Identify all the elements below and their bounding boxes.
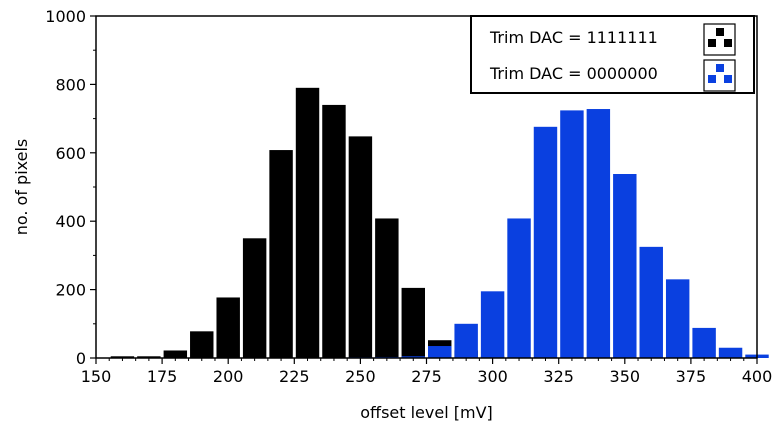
bar (480, 291, 505, 358)
bar (586, 109, 611, 358)
legend-entry-label: Trim DAC = 0000000 (489, 64, 658, 83)
bar (348, 136, 373, 358)
x-tick-label: 400 (742, 367, 773, 386)
legend: Trim DAC = 1111111 Trim DAC = 0000000 (470, 15, 755, 94)
y-tick-label: 200 (55, 281, 86, 300)
series-0-bars (110, 87, 558, 358)
x-axis-label: offset level [mV] (360, 403, 493, 422)
y-axis-ticks: 0 200 400 600 800 1000 (45, 7, 96, 368)
x-tick-label: 275 (411, 367, 442, 386)
bar (137, 356, 161, 358)
y-tick-label: 0 (76, 349, 86, 368)
bar (163, 350, 188, 358)
legend-swatch-icon (703, 23, 736, 56)
x-tick-label: 150 (81, 367, 112, 386)
bar (190, 331, 214, 358)
bar (692, 327, 716, 358)
x-tick-label: 200 (213, 367, 244, 386)
bar (216, 297, 240, 358)
x-tick-label: 250 (345, 367, 376, 386)
bar (613, 174, 637, 358)
x-tick-label: 325 (543, 367, 574, 386)
y-tick-label: 600 (55, 144, 86, 163)
x-tick-label: 175 (147, 367, 178, 386)
x-tick-label: 300 (477, 367, 508, 386)
bar (560, 110, 584, 358)
legend-entry-label: Trim DAC = 1111111 (489, 28, 658, 47)
bar (454, 323, 478, 358)
y-axis-label: no. of pixels (12, 139, 31, 236)
x-axis-ticks: 150 175 200 225 250 275 300 325 350 375 400 (81, 358, 773, 386)
bar (322, 104, 346, 358)
bar (401, 287, 425, 358)
bar (269, 150, 293, 358)
x-tick-label: 375 (676, 367, 707, 386)
x-tick-label: 225 (279, 367, 310, 386)
bar (375, 218, 399, 358)
y-tick-label: 1000 (45, 7, 86, 26)
bar (428, 346, 452, 358)
bar (110, 356, 135, 358)
bar (295, 87, 320, 358)
bar (242, 238, 267, 358)
legend-swatch-icon (703, 59, 736, 92)
histogram-bars (110, 87, 769, 358)
bar (533, 126, 558, 358)
bar (401, 356, 425, 358)
x-tick-label: 350 (610, 367, 641, 386)
bar (718, 347, 743, 358)
y-tick-label: 400 (55, 212, 86, 231)
series-1-bars (348, 109, 769, 358)
bar (665, 279, 690, 358)
bar (639, 246, 663, 358)
bar (507, 218, 531, 358)
plot-frame (95, 15, 758, 359)
y-tick-label: 800 (55, 75, 86, 94)
